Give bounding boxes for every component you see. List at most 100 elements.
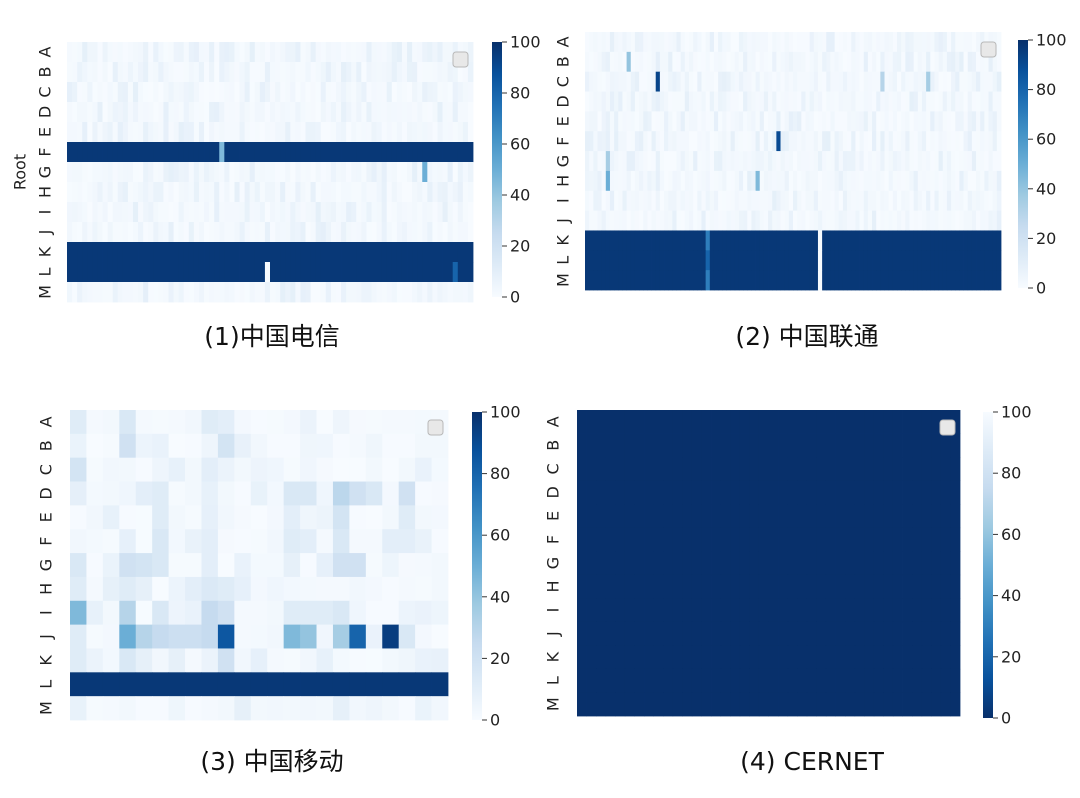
heatmap-cell-1-J-54 [341,222,347,243]
heatmap-cell-4-G-25 [816,551,827,576]
heatmap-cell-1-G-54 [341,162,347,183]
heatmap-cell-2-A-19 [664,32,669,53]
heatmap-cell-1-B-77 [457,62,464,83]
heatmap-cell-1-B-41 [275,62,281,83]
heatmap-cell-2-J-61 [838,210,844,231]
heatmap-cell-1-C-23 [183,82,190,103]
heatmap-cell-1-L-55 [346,262,352,283]
heatmap-cell-2-F-42 [759,131,765,152]
heatmap-cell-2-I-24 [684,190,690,212]
heatmap-cell-1-H-3 [82,182,88,203]
heatmap-cell-4-J-9 [663,621,674,646]
heatmap-cell-4-C-39 [950,457,961,482]
row-label-2-G: G [554,155,573,167]
heatmap-cell-2-A-59 [830,32,835,53]
heatmap-cell-3-J-11 [250,624,268,649]
heatmap-cell-3-L-19 [382,672,400,697]
heatmap-cell-4-L-35 [912,668,923,693]
heatmap-cell-4-H-15 [720,574,731,599]
heatmap-cell-2-C-11 [630,71,636,92]
heatmap-cell-2-B-70 [876,51,881,73]
heatmap-cell-2-F-73 [888,131,894,152]
heatmap-cell-1-A-11 [122,42,129,63]
heatmap-cell-1-I-66 [401,202,408,223]
heatmap-cell-2-J-74 [892,210,898,231]
heatmap-cell-1-F-44 [290,142,296,163]
heatmap-cell-1-J-63 [386,222,393,243]
heatmap-cell-2-H-37 [738,170,744,192]
heatmap-cell-4-G-9 [663,551,674,576]
heatmap-cell-2-A-23 [680,32,686,53]
heatmap-cell-1-A-7 [102,42,109,63]
heatmap-cell-2-B-41 [755,51,761,73]
heatmap-cell-1-D-21 [173,102,180,123]
heatmap-cell-4-L-13 [701,668,712,693]
heatmap-cell-4-L-4 [615,668,626,693]
row-label-2-E: E [554,116,573,126]
heatmap-cell-1-J-53 [335,222,342,243]
heatmap-cell-2-B-58 [826,51,831,73]
heatmap-cell-2-E-48 [784,111,790,132]
heatmap-cell-2-A-1 [589,32,594,53]
heatmap-cell-4-B-34 [902,433,913,458]
heatmap-cell-2-G-14 [643,151,648,172]
heatmap-cell-1-K-10 [117,242,124,263]
heatmap-cell-4-C-38 [940,457,951,482]
heatmap-cell-1-I-39 [264,202,271,223]
heatmap-cell-2-C-1 [589,71,594,92]
heatmap-cell-2-G-94 [976,151,981,172]
heatmap-cell-1-F-68 [412,142,418,163]
heatmap-cell-4-M-36 [921,692,932,717]
heatmap-cell-4-L-14 [711,668,722,693]
heatmap-cell-1-D-47 [305,102,311,123]
heatmap-cell-2-F-87 [946,131,952,152]
heatmap-cell-2-M-79 [913,270,919,291]
heatmap-cell-2-A-26 [693,32,698,53]
heatmap-cell-2-K-82 [926,230,931,251]
heatmap-cell-1-A-6 [97,42,103,63]
heatmap-cell-2-K-25 [689,230,694,251]
heatmap-cell-3-B-2 [102,433,120,459]
heatmap-cell-1-G-29 [214,162,220,183]
heatmap-cell-1-F-32 [229,142,235,163]
heatmap-cell-1-D-5 [92,102,98,123]
heatmap-cell-2-D-55 [813,91,819,112]
heatmap-cell-2-I-34 [726,190,731,212]
heatmap-cell-1-D-7 [102,102,109,123]
heatmap-cell-1-K-67 [407,242,413,263]
heatmap-cell-1-K-70 [422,242,428,263]
heatmap-cell-1-B-19 [163,62,169,83]
heatmap-cell-4-G-27 [835,551,846,576]
heatmap-cell-3-C-3 [119,457,137,482]
heatmap-cell-1-J-13 [132,222,139,243]
heatmap-cell-4-J-23 [797,621,808,646]
heatmap-cell-4-L-25 [816,668,827,693]
heatmap-cell-4-D-12 [691,480,702,505]
heatmap-cell-2-J-83 [930,210,935,231]
heatmap-cell-2-A-5 [605,32,611,53]
heatmap-cell-2-D-93 [971,91,977,112]
heatmap-cell-1-A-5 [92,42,98,63]
heatmap-cell-3-B-20 [398,433,416,459]
heatmap-cell-2-L-99 [996,250,1002,271]
heatmap-cell-1-E-5 [92,122,98,143]
heatmap-cell-4-H-18 [749,574,760,599]
heatmap-cell-1-E-16 [148,122,154,143]
heatmap-cell-4-C-15 [720,457,731,482]
heatmap-cell-1-D-44 [290,102,296,123]
heatmap-cell-1-M-48 [310,282,317,303]
heatmap-cell-4-M-19 [758,692,769,717]
heatmap-cell-4-A-18 [749,410,760,434]
heatmap-cell-3-I-8 [201,600,219,626]
heatmap-cell-2-C-41 [755,71,761,92]
heatmap-cell-2-J-80 [917,210,923,231]
heatmap-cell-2-G-0 [585,151,590,172]
heatmap-cell-2-D-68 [867,91,873,112]
heatmap-cell-2-C-0 [585,71,590,92]
heatmap-cell-3-F-8 [201,529,219,554]
heatmap-cell-2-D-46 [776,91,781,112]
heatmap-cell-2-F-35 [730,131,736,152]
heatmap-cell-3-I-14 [300,600,317,626]
heatmap-cell-2-B-83 [930,51,935,73]
heatmap-cell-2-M-48 [784,270,790,291]
